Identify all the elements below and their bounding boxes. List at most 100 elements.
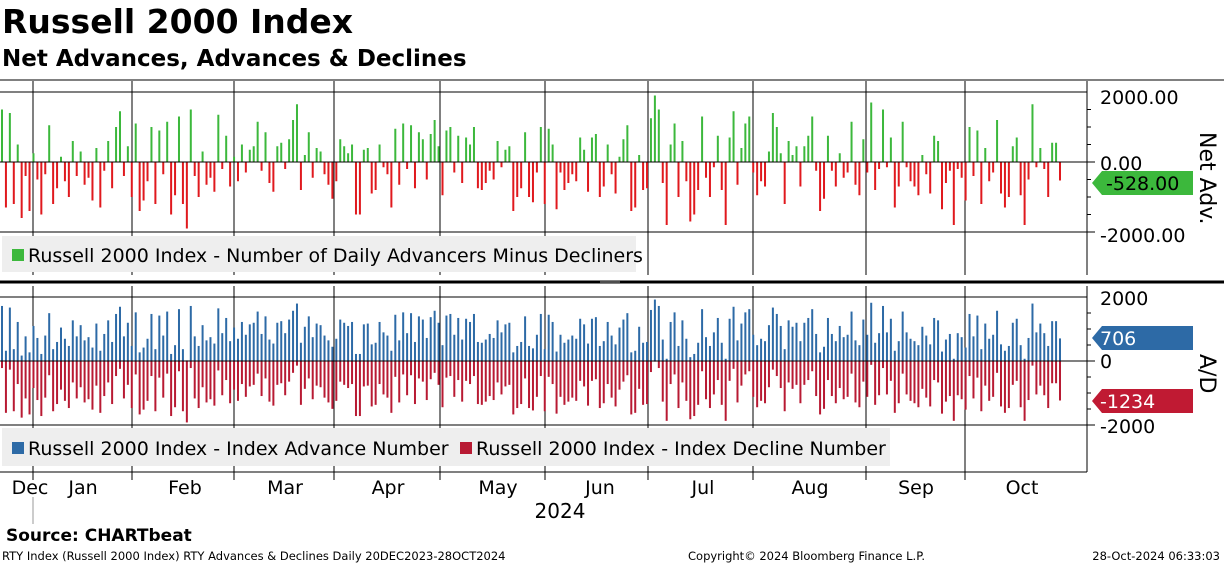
advance-bar bbox=[413, 341, 416, 361]
advance-bar bbox=[174, 345, 177, 361]
advance-bar bbox=[410, 313, 413, 361]
net-bar bbox=[547, 128, 550, 162]
decline-bar bbox=[740, 361, 743, 386]
decline-bar bbox=[657, 361, 660, 369]
advance-bar bbox=[52, 349, 55, 361]
net-bar bbox=[937, 141, 940, 162]
advance-bar bbox=[44, 335, 47, 361]
month-label-jun: Jun bbox=[584, 477, 615, 499]
net-bar bbox=[563, 162, 566, 190]
net-bar bbox=[512, 162, 515, 211]
decline-bar bbox=[771, 361, 774, 370]
advance-bar bbox=[1015, 318, 1018, 361]
decline-bar bbox=[99, 361, 102, 413]
net-bar bbox=[354, 162, 357, 215]
decline-bar bbox=[280, 361, 283, 384]
decline-bar bbox=[75, 361, 78, 399]
advance-bar bbox=[815, 333, 818, 361]
net-bar bbox=[874, 162, 877, 190]
net-bar bbox=[897, 162, 900, 187]
net-bar bbox=[720, 162, 723, 190]
decline-bar bbox=[1039, 361, 1042, 386]
advance-bar bbox=[531, 348, 534, 361]
decline-bar bbox=[189, 361, 192, 369]
net-bar bbox=[606, 144, 609, 162]
net-bar bbox=[358, 162, 361, 215]
advance-bar bbox=[12, 349, 15, 361]
advance-bar bbox=[315, 323, 318, 361]
decline-bar bbox=[276, 361, 279, 385]
net-bar bbox=[858, 162, 861, 196]
net-bar bbox=[826, 135, 829, 162]
decline-bar bbox=[201, 361, 204, 388]
net-bar bbox=[20, 162, 23, 218]
advance-bar bbox=[107, 320, 110, 361]
decline-bar bbox=[539, 361, 542, 377]
net-bar bbox=[154, 162, 157, 204]
net-bar bbox=[335, 162, 338, 182]
net-bar bbox=[1011, 146, 1014, 162]
decline-bar bbox=[941, 361, 944, 414]
decline-bar bbox=[705, 361, 708, 400]
decline-bar bbox=[968, 361, 971, 377]
net-bar bbox=[842, 162, 845, 178]
advance-bar bbox=[1039, 323, 1042, 361]
advance-bar bbox=[705, 337, 708, 361]
decline-bar bbox=[819, 361, 822, 415]
net-bar bbox=[130, 162, 133, 197]
advance-bar bbox=[260, 333, 263, 361]
net-bar bbox=[1059, 162, 1061, 181]
net-bar bbox=[1031, 104, 1034, 162]
decline-bar bbox=[1019, 361, 1022, 408]
ad-ytick-2000: 2000 bbox=[1100, 288, 1148, 310]
decline-bar bbox=[901, 361, 904, 374]
decline-bar bbox=[1055, 361, 1058, 384]
advance-bar bbox=[882, 305, 885, 361]
advance-bar bbox=[327, 340, 330, 361]
net-bar bbox=[457, 135, 460, 162]
advance-bar bbox=[571, 335, 574, 361]
advance-bar bbox=[213, 343, 216, 361]
decline-bar bbox=[614, 361, 617, 407]
advance-bar bbox=[500, 332, 503, 361]
net-bar bbox=[115, 127, 118, 162]
advance-bar bbox=[134, 312, 137, 361]
net-bar bbox=[472, 127, 475, 162]
decline-bar bbox=[28, 361, 31, 415]
decline-bar bbox=[885, 361, 888, 395]
net-bar bbox=[559, 162, 562, 173]
decline-bar bbox=[964, 361, 967, 410]
decline-bar bbox=[724, 361, 727, 421]
net-bar bbox=[728, 137, 731, 162]
advance-bar bbox=[20, 355, 23, 361]
decline-bar bbox=[638, 361, 641, 389]
net-bar bbox=[984, 148, 987, 162]
advance-bar bbox=[524, 316, 527, 361]
net-bar bbox=[504, 149, 507, 162]
net-bar bbox=[583, 149, 586, 162]
decline-bar bbox=[480, 361, 483, 405]
decline-bar bbox=[716, 361, 719, 381]
advance-bar bbox=[618, 327, 621, 361]
advance-bar bbox=[622, 319, 625, 361]
net-bar bbox=[775, 127, 778, 162]
decline-bar bbox=[752, 361, 755, 397]
decline-bar bbox=[685, 361, 688, 401]
decline-bar bbox=[787, 361, 790, 383]
decline-bar bbox=[622, 361, 625, 382]
net-bar bbox=[425, 162, 428, 180]
decline-bar bbox=[311, 361, 314, 400]
net-bar bbox=[602, 162, 605, 187]
decline-bar bbox=[677, 361, 680, 409]
advance-bar bbox=[575, 338, 578, 361]
month-label-may: May bbox=[478, 477, 517, 499]
net-bar bbox=[500, 162, 503, 168]
net-bar bbox=[913, 162, 916, 187]
net-bar bbox=[964, 162, 967, 201]
advance-bar bbox=[728, 318, 731, 361]
advance-bar bbox=[67, 345, 70, 361]
net-bar bbox=[1015, 137, 1018, 162]
net-bar bbox=[952, 162, 955, 225]
decline-bar bbox=[362, 361, 365, 387]
